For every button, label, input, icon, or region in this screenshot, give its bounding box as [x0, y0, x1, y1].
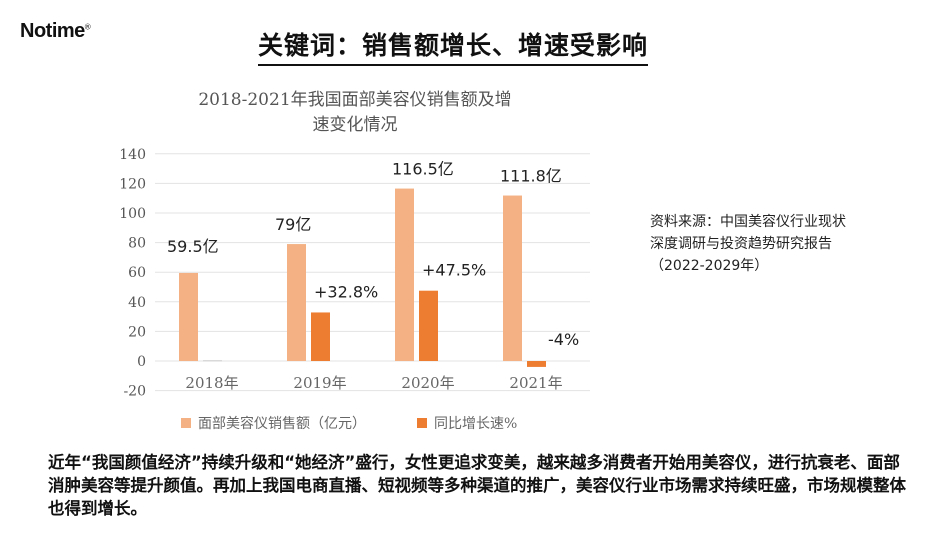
- logo: Notime®: [20, 20, 91, 43]
- bar-growth: [527, 361, 546, 367]
- legend-label-growth: 同比增长速%: [434, 416, 517, 432]
- legend-swatch-growth: [417, 418, 427, 428]
- data-label-growth: -4%: [548, 330, 579, 349]
- source-note: 资料来源：中国美容仪行业现状 深度调研与投资趋势研究报告 （2022-2029年…: [650, 211, 846, 277]
- source-line: 深度调研与投资趋势研究报告: [650, 236, 832, 252]
- chart-title-line: 2018-2021年我国面部美容仪销售额及增: [198, 90, 512, 110]
- bar-sales: [179, 272, 198, 361]
- body-paragraph: 近年“我国颜值经济”持续升级和“她经济”盛行，女性更追求变美，越来越多消费者开始…: [48, 453, 906, 518]
- y-tick-label: 20: [128, 324, 146, 340]
- data-label-sales: 79亿: [275, 215, 311, 234]
- chart-title: 2018-2021年我国面部美容仪销售额及增 速变化情况: [150, 88, 560, 138]
- legend-label-sales: 面部美容仪销售额（亿元）: [198, 415, 366, 432]
- data-label-sales: 116.5亿: [392, 160, 454, 179]
- source-line: 资料来源：中国美容仪行业现状: [650, 214, 846, 230]
- y-tick-label: 100: [119, 206, 146, 222]
- bar-sales: [503, 195, 522, 361]
- source-line: （2022-2029年）: [650, 258, 769, 274]
- bar-growth: [419, 290, 438, 361]
- y-tick-label: -20: [123, 384, 146, 400]
- y-tick-label: 140: [119, 147, 146, 163]
- y-tick-label: 40: [128, 295, 146, 311]
- logo-text: Notime: [20, 20, 85, 42]
- x-tick-label: 2021年: [509, 374, 562, 392]
- x-tick-label: 2019年: [293, 374, 346, 392]
- data-label-growth: +32.8%: [314, 282, 378, 301]
- headline: 关键词：销售额增长、增速受影响: [258, 26, 649, 66]
- bar-growth: [203, 360, 222, 362]
- data-label-sales: 111.8亿: [500, 167, 562, 186]
- x-tick-label: 2020年: [401, 374, 454, 392]
- y-tick-label: 0: [137, 354, 146, 370]
- legend-swatch-sales: [181, 418, 191, 428]
- y-tick-label: 60: [128, 265, 146, 281]
- bar-sales: [287, 244, 306, 361]
- logo-mark: ®: [84, 22, 91, 32]
- x-tick-label: 2018年: [185, 374, 238, 392]
- y-tick-label: 120: [119, 176, 146, 192]
- bar-growth: [311, 312, 330, 361]
- y-tick-label: 80: [128, 236, 146, 252]
- data-label-growth: +47.5%: [422, 261, 486, 280]
- chart-title-line: 速变化情况: [312, 115, 398, 135]
- data-label-sales: 59.5亿: [167, 237, 219, 256]
- bar-sales: [395, 188, 414, 361]
